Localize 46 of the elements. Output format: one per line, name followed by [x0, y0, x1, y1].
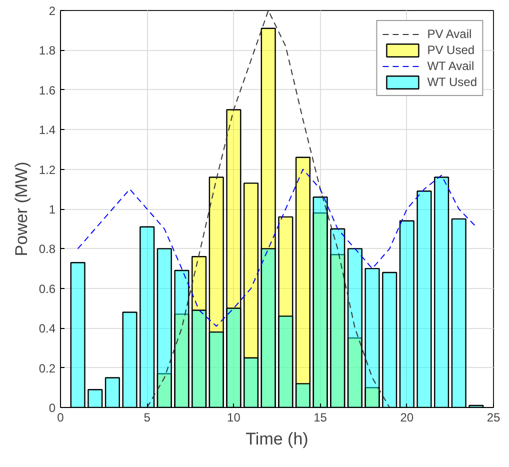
bar: [208, 331, 224, 408]
line-series: [77, 168, 477, 327]
y-tick-label: 2: [48, 4, 56, 18]
x-tick-label: 15: [314, 410, 328, 424]
bar: [140, 226, 155, 408]
y-tick-label: 0.4: [38, 322, 56, 336]
bar: [347, 248, 362, 408]
legend-label: WT Avail: [427, 58, 474, 74]
bar: [434, 176, 450, 408]
y-axis-title: Power (MW): [12, 162, 31, 256]
y-tick-label: 1.6: [38, 83, 56, 98]
bar: [451, 218, 466, 408]
legend-label: WT Used: [427, 74, 477, 90]
y-tick-label: 0.6: [38, 282, 56, 296]
y-tick-label: 0.8: [38, 242, 56, 256]
y-tick-label: 0.2: [38, 361, 56, 376]
x-tick-label: 0: [57, 410, 64, 424]
x-tick-label: 25: [486, 410, 500, 424]
bar: [399, 220, 414, 408]
line-series: [146, 10, 390, 408]
bar: [278, 316, 294, 408]
y-tick-label: 1.4: [38, 123, 56, 138]
bar: [364, 268, 380, 408]
bar: [382, 272, 398, 408]
legend-label: PV Used: [427, 42, 475, 58]
bar: [174, 270, 190, 408]
y-tick-label: 0: [48, 401, 56, 415]
bar: [295, 383, 311, 408]
x-tick-label: 10: [227, 410, 241, 424]
legend-label: PV Avail: [427, 26, 472, 42]
x-axis-title: Time (h): [246, 430, 308, 448]
bar: [243, 357, 259, 408]
bar: [88, 389, 103, 408]
bar: [104, 377, 120, 408]
y-tick-label: 1: [48, 202, 56, 216]
bar: [122, 312, 138, 408]
bar: [192, 310, 207, 408]
bar: [156, 248, 172, 408]
bar: [226, 308, 242, 408]
bar: [416, 190, 432, 408]
bar: [70, 262, 86, 408]
x-tick-label: 5: [144, 410, 151, 424]
y-tick-label: 1.8: [38, 44, 56, 58]
y-tick-label: 1.2: [38, 162, 56, 177]
x-tick-label: 20: [400, 410, 414, 424]
bar: [260, 248, 276, 408]
